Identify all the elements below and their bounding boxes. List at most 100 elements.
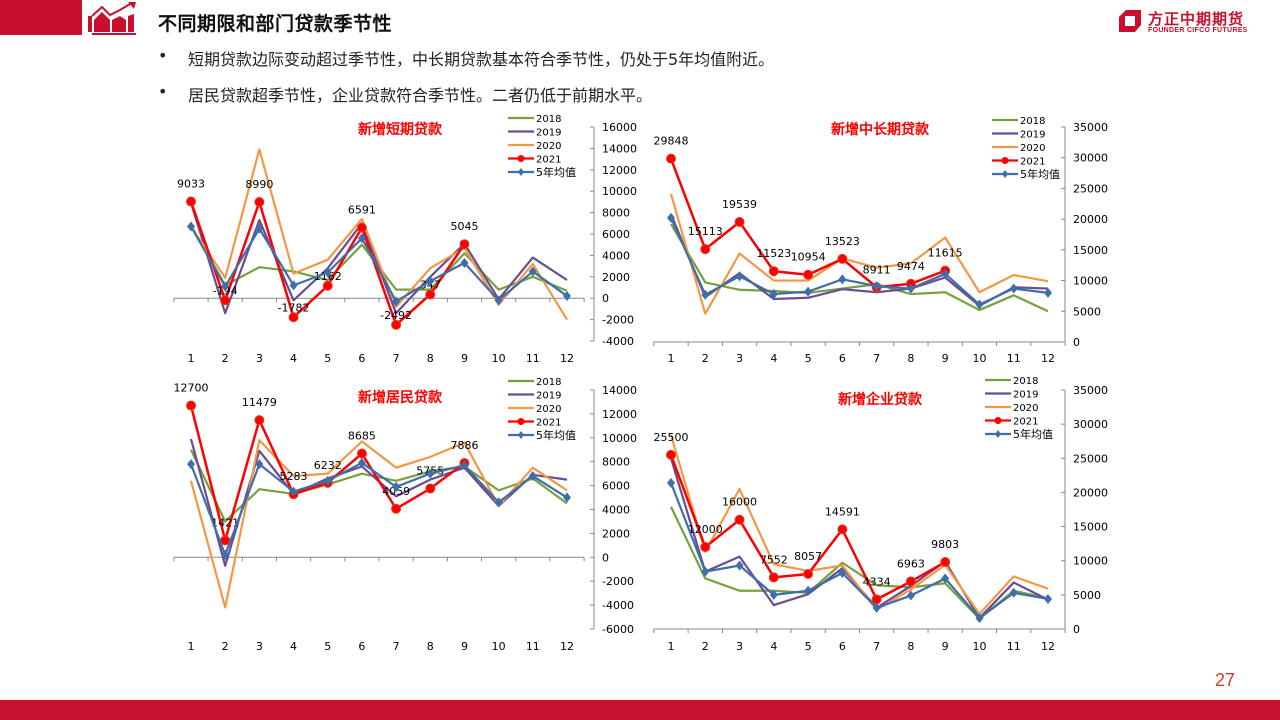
y-tick-label: 6000 <box>602 228 630 241</box>
y-tick-label: -2000 <box>602 314 634 327</box>
y-tick-label: 12000 <box>602 408 637 421</box>
series-line-2020 <box>669 193 1049 315</box>
x-tick-label: 12 <box>1041 640 1055 653</box>
x-tick-label: 6 <box>358 352 365 365</box>
legend-label: 5年均值 <box>536 165 576 179</box>
series-line-5年均值 <box>190 225 568 303</box>
data-point-2021 <box>837 253 848 264</box>
data-point-2021 <box>905 278 916 289</box>
legend-label: 2019 <box>1020 130 1045 141</box>
x-tick-label: 7 <box>873 352 880 365</box>
data-label-2021: 1421 <box>211 516 239 529</box>
legend-label: 5年均值 <box>1013 427 1053 441</box>
x-tick-label: 9 <box>942 640 949 653</box>
y-tick-label: 25000 <box>1073 182 1108 195</box>
data-point-2021 <box>254 197 265 208</box>
data-label-2021: 8911 <box>863 263 891 276</box>
y-tick-label: 0 <box>1073 336 1080 349</box>
x-tick-label: 10 <box>492 352 506 365</box>
bullet-dot: • <box>158 46 168 65</box>
y-tick-label: 0 <box>1073 623 1080 636</box>
x-tick-label: 12 <box>560 352 574 365</box>
x-tick-label: 2 <box>222 640 229 653</box>
x-tick-label: 8 <box>907 640 914 653</box>
data-point-2021 <box>288 312 299 323</box>
series-line-2021 <box>189 405 466 542</box>
series-line-5年均值 <box>189 461 568 557</box>
data-point-2021 <box>186 196 196 207</box>
series-line-2021 <box>669 454 946 601</box>
data-point-2021 <box>425 483 436 494</box>
series-line-2018 <box>190 224 568 292</box>
logo-english-name: FOUNDER CIFCO FUTURES <box>1148 27 1248 34</box>
data-point-2021 <box>700 542 711 553</box>
bullet-text: 短期贷款边际变动超过季节性，中长期贷款基本符合季节性，仍处于5年均值附近。 <box>188 50 775 69</box>
y-tick-label: 14000 <box>602 384 637 397</box>
data-label-2021: 5283 <box>280 470 308 483</box>
series-line-2019 <box>189 202 568 315</box>
data-label-2021: 6963 <box>897 557 925 570</box>
series-line-2018 <box>670 223 1049 313</box>
data-point-avg <box>769 289 778 300</box>
x-tick-label: 8 <box>427 640 434 653</box>
legend-label: 2018 <box>536 114 561 125</box>
x-tick-label: 3 <box>736 640 743 653</box>
data-point-avg <box>392 481 401 492</box>
y-tick-label: 8000 <box>602 207 630 220</box>
data-point-2021 <box>356 222 367 233</box>
data-point-avg <box>941 268 950 279</box>
data-point-2021 <box>666 153 676 164</box>
x-tick-label: 4 <box>770 640 777 653</box>
x-tick-label: 7 <box>873 640 880 653</box>
x-tick-label: 3 <box>256 352 263 365</box>
data-label-2021: 9033 <box>177 178 205 191</box>
data-label-2021: 12700 <box>174 382 209 395</box>
x-tick-label: 9 <box>461 352 468 365</box>
logo-chinese-name: 方正中期期货 <box>1148 10 1245 28</box>
y-tick-label: 10000 <box>602 185 637 198</box>
data-point-2021 <box>871 282 882 293</box>
data-point-avg <box>357 457 366 468</box>
y-tick-label: 12000 <box>602 164 637 177</box>
y-tick-label: 0 <box>602 292 609 305</box>
company-logo: 方正中期期货 FOUNDER CIFCO FUTURES <box>1118 8 1268 38</box>
chart-title: 新增居民贷款 <box>358 389 443 406</box>
x-tick-label: 8 <box>427 352 434 365</box>
y-tick-label: -4000 <box>602 335 634 348</box>
y-tick-label: 14000 <box>602 142 637 155</box>
data-label-2021: 11523 <box>756 247 791 260</box>
y-tick-label: -2000 <box>602 575 634 588</box>
y-tick-label: 30000 <box>1073 418 1108 431</box>
x-tick-label: 4 <box>290 640 297 653</box>
data-point-avg <box>906 590 915 601</box>
data-point-avg <box>255 459 264 470</box>
legend-label: 2019 <box>536 391 561 402</box>
data-label-2021: -1782 <box>278 301 310 314</box>
data-point-avg <box>1009 283 1018 294</box>
data-point-avg <box>941 573 950 584</box>
data-point-2021 <box>666 449 676 460</box>
data-label-2021: 29848 <box>654 135 689 148</box>
data-point-avg <box>563 492 571 503</box>
data-point-avg <box>701 566 710 577</box>
data-point-avg <box>494 295 503 306</box>
x-tick-label: 4 <box>770 352 777 365</box>
x-tick-label: 9 <box>942 352 949 365</box>
data-label-2021: 25500 <box>654 431 689 444</box>
legend-label: 5年均值 <box>536 428 576 442</box>
data-point-avg <box>426 276 435 287</box>
page-title: 不同期限和部门贷款季节性 <box>158 13 393 35</box>
data-label-2021: 8057 <box>794 550 822 563</box>
x-tick-label: 10 <box>972 640 986 653</box>
x-tick-label: 3 <box>256 640 263 653</box>
data-label-2021: 347 <box>420 278 441 291</box>
data-point-avg <box>838 274 847 285</box>
data-point-2021 <box>322 280 333 291</box>
data-label-2021: 8685 <box>348 430 376 443</box>
legend-label: 2021 <box>1020 157 1045 168</box>
data-point-avg <box>975 613 984 624</box>
y-tick-label: 20000 <box>1073 486 1108 499</box>
data-point-avg <box>804 585 813 596</box>
data-point-avg <box>221 549 230 560</box>
y-tick-label: 5000 <box>1073 305 1101 318</box>
